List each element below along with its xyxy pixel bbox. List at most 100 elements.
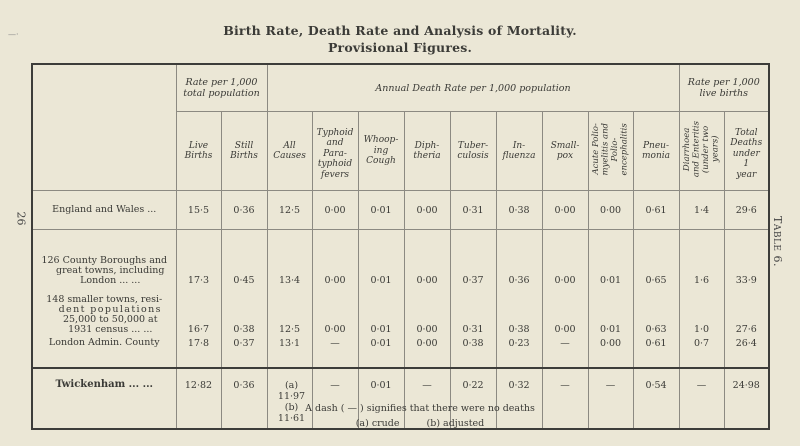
- header-birth-rate: Rate per 1,000 total population: [175, 64, 268, 112]
- cell: 0·00: [311, 190, 359, 230]
- cell: 0·32: [495, 368, 543, 429]
- col-typhoid: Typhoid and Para- typhoid fevers: [311, 111, 359, 191]
- label-header-cell: [31, 64, 177, 191]
- cell: 12·5: [266, 190, 313, 230]
- cell: 0·7: [678, 337, 725, 369]
- cell: 0·01: [357, 287, 405, 337]
- col-polio-text: Acute Polio- myelitis and Polio- encepha…: [590, 122, 630, 176]
- row-label: London Admin. County: [31, 337, 177, 369]
- cell: 1·4: [678, 190, 725, 230]
- cell: 0·38: [495, 190, 543, 230]
- cell: 0·00: [403, 287, 451, 337]
- row-label-line: 126 County Boroughs and: [41, 255, 168, 266]
- cell: 1·6: [678, 229, 725, 287]
- mortality-table: Rate per 1,000 total population Annual D…: [31, 63, 771, 430]
- col-still-births: Still Births: [220, 111, 268, 191]
- cell: 0·01: [357, 190, 405, 230]
- table-label-prefix: T: [771, 215, 785, 224]
- cell: 0·36: [220, 190, 268, 230]
- cell: 0·61: [632, 337, 680, 369]
- cell: 0·37: [220, 337, 268, 369]
- cell: 0·37: [449, 229, 497, 287]
- title-line-2: Provisional Figures.: [327, 40, 473, 55]
- cell: 17·3: [175, 229, 222, 287]
- cell: 0·22: [449, 368, 497, 429]
- cell: —: [541, 368, 589, 429]
- cell: 0·45: [220, 229, 268, 287]
- col-pneumonia: Pneu- monia: [632, 111, 680, 191]
- cell: 24·98: [723, 368, 770, 429]
- col-tuberculosis: Tuber- culosis: [449, 111, 497, 191]
- cell: —: [587, 368, 634, 429]
- col-polio: Acute Polio- myelitis and Polio- encepha…: [587, 111, 634, 191]
- cell: 0·01: [587, 287, 634, 337]
- table-row-london-admin: London Admin. County 17·8 0·37 13·1 — 0·…: [31, 337, 770, 369]
- col-live-births: Live Births: [175, 111, 222, 191]
- cell-crude-adjusted: (a) 11·97 (b) 11·61: [266, 368, 313, 429]
- header-death-rate: Annual Death Rate per 1,000 population: [266, 64, 680, 112]
- row-label: 148 smaller towns, resi- dent population…: [31, 287, 177, 337]
- cell: 0·01: [587, 229, 634, 287]
- col-diarrhoea-text: Diarrhoea and Enteritis (under two years…: [681, 121, 721, 178]
- cell: 0·00: [541, 190, 589, 230]
- row-label-line: London ... ...: [80, 275, 141, 286]
- cell: 0·01: [357, 229, 405, 287]
- col-influenza: In- fluenza: [495, 111, 543, 191]
- row-label-line: 1931 census ... ...: [68, 324, 153, 335]
- cell: —: [311, 337, 359, 369]
- cell: 26·4: [723, 337, 770, 369]
- column-header-row: Live Births Still Births All Causes Typh…: [32, 111, 770, 191]
- table-label: TABLE 6.: [771, 216, 784, 267]
- cell: 12·5: [266, 287, 313, 337]
- table-row-twickenham: Twickenham ... ... 12·82 0·36 (a) 11·97 …: [31, 368, 770, 429]
- title-line-1: Birth Rate, Death Rate and Analysis of M…: [223, 23, 577, 38]
- footnote-adjusted: (b) adjusted: [426, 418, 485, 429]
- row-label: England and Wales ...: [31, 190, 177, 230]
- cell: 0·00: [403, 337, 451, 369]
- col-whooping-cough: Whoop- ing Cough: [357, 111, 405, 191]
- cell: —: [541, 337, 589, 369]
- row-label-line: great towns, including: [56, 265, 165, 276]
- table-label-rest: ABLE: [771, 223, 782, 252]
- cell: 13·1: [266, 337, 313, 369]
- col-diphtheria: Diph- theria: [403, 111, 451, 191]
- col-smallpox: Small- pox: [541, 111, 589, 191]
- cell: 0·00: [311, 229, 359, 287]
- cell: 0·00: [311, 287, 359, 337]
- cell: 1·0: [678, 287, 725, 337]
- table-row-england-wales: England and Wales ... 15·5 0·36 12·5 0·0…: [31, 190, 770, 230]
- row-label: 126 County Boroughs and great towns, inc…: [31, 229, 177, 287]
- col-total-deaths: Total Deaths under 1 year: [723, 111, 770, 191]
- cell: 15·5: [175, 190, 222, 230]
- cell: —: [311, 368, 359, 429]
- row-label: Twickenham ... ...: [31, 368, 177, 429]
- cell: 0·38: [495, 287, 543, 337]
- cell: 0·00: [587, 337, 634, 369]
- cell: 0·23: [495, 337, 543, 369]
- cell: 12·82: [175, 368, 222, 429]
- table-label-number: 6.: [771, 251, 785, 268]
- cell: 0·38: [449, 337, 497, 369]
- cell: 0·63: [632, 287, 680, 337]
- col-all-causes: All Causes: [266, 111, 313, 191]
- cell: 0·01: [357, 368, 405, 429]
- stray-mark: —·: [8, 30, 19, 39]
- cell: 0·38: [220, 287, 268, 337]
- page-number: 26: [14, 211, 28, 226]
- row-label-line: dent populations: [58, 304, 162, 315]
- cell: 0·00: [541, 287, 589, 337]
- cell: 0·00: [587, 190, 634, 230]
- cell: 17·8: [175, 337, 222, 369]
- footnote-crude: (a) crude: [355, 418, 400, 429]
- cell: 0·00: [403, 229, 451, 287]
- cell: 0·36: [495, 229, 543, 287]
- table-row-county-boroughs: 126 County Boroughs and great towns, inc…: [31, 229, 770, 287]
- cell: 0·01: [357, 337, 405, 369]
- cell: 16·7: [175, 287, 222, 337]
- row-label-line: 148 smaller towns, resi-: [46, 294, 163, 305]
- cell: 29·6: [723, 190, 770, 230]
- cell: 0·61: [632, 190, 680, 230]
- cell: 13·4: [266, 229, 313, 287]
- header-group-row: Rate per 1,000 total population Annual D…: [31, 64, 770, 191]
- cell: 27·6: [723, 287, 770, 337]
